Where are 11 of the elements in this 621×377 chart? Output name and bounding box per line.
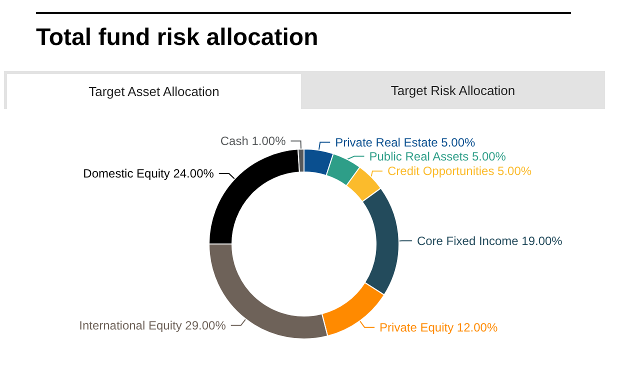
- slice-label: Private Equity 12.00%: [380, 320, 498, 334]
- text: Target Asset Allocation: [7, 74, 301, 109]
- slice-label: Credit Opportunities 5.00%: [387, 164, 532, 178]
- slice-label: International Equity 29.00%: [79, 318, 226, 332]
- slice-label: Domestic Equity 24.00%: [83, 166, 214, 180]
- slice-label: Private Real Estate 5.00%: [335, 135, 476, 150]
- text: Target Risk Allocation: [390, 82, 516, 100]
- slice-label: Public Real Assets 5.00%: [369, 149, 506, 164]
- slice-label: Cash 1.00%: [220, 134, 286, 148]
- chart-title: Total fund risk allocation: [36, 24, 318, 52]
- slice-label: Core Fixed Income 19.00%: [416, 234, 563, 248]
